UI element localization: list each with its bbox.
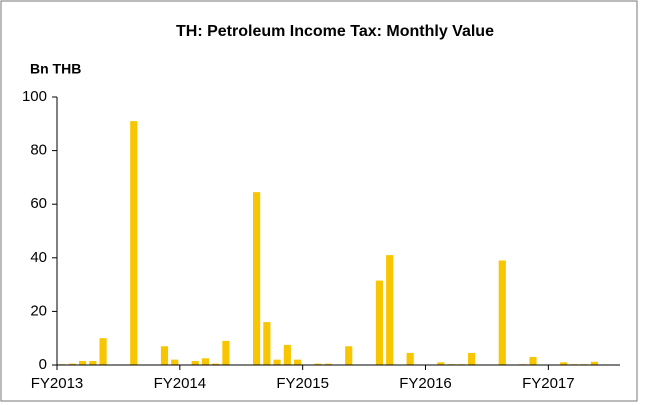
y-tick-label: 40 (30, 249, 47, 266)
bar (590, 361, 598, 365)
y-tick-label: 100 (22, 88, 47, 105)
bar (160, 346, 169, 365)
bar (293, 359, 302, 365)
bar (89, 360, 97, 365)
y-tick-label: 80 (30, 142, 47, 159)
bar (283, 344, 291, 365)
bar (68, 363, 76, 365)
bar (345, 346, 353, 365)
bar (99, 338, 107, 365)
bar (560, 362, 568, 365)
x-tick-label: FY2015 (276, 375, 329, 392)
bar (437, 362, 445, 365)
bar (386, 255, 394, 365)
x-tick-label: FY2014 (154, 375, 207, 392)
bar (324, 363, 332, 365)
y-axis-label: Bn THB (30, 61, 81, 77)
y-tick-label: 0 (39, 356, 47, 373)
bar (375, 280, 384, 365)
x-tick-label: FY2017 (522, 375, 575, 392)
bar (212, 363, 220, 365)
bar (406, 352, 414, 365)
y-tick-label: 60 (30, 195, 47, 212)
bar (191, 360, 199, 365)
bar (171, 359, 179, 365)
bar (467, 352, 476, 365)
bar (498, 260, 506, 365)
bar (314, 363, 322, 365)
bar (253, 192, 261, 365)
bar (273, 359, 281, 365)
bar (222, 340, 230, 365)
bar (130, 121, 138, 366)
bar (263, 322, 271, 365)
x-tick-label: FY2013 (31, 375, 84, 392)
bar (529, 356, 537, 365)
bar (79, 360, 87, 365)
x-tick-label: FY2016 (399, 375, 452, 392)
chart-title: TH: Petroleum Income Tax: Monthly Value (176, 23, 494, 40)
bar (201, 358, 210, 365)
y-tick-label: 20 (30, 302, 47, 319)
